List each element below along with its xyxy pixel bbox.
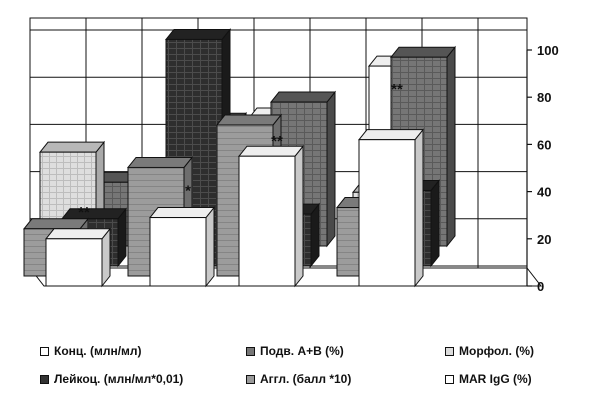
bar-top xyxy=(269,91,337,103)
y-tick-label: 60 xyxy=(537,137,551,152)
bar-top xyxy=(44,228,112,240)
bar-top xyxy=(126,156,194,168)
bar-top xyxy=(148,207,216,219)
bar xyxy=(238,155,296,287)
bar-side xyxy=(294,144,304,288)
y-tick-label: 20 xyxy=(537,232,551,247)
bar-top xyxy=(357,129,425,141)
bar-side xyxy=(446,45,456,248)
y-tick-label: 80 xyxy=(537,90,551,105)
bar-side xyxy=(326,90,336,248)
y-tick-label: 0 xyxy=(537,279,544,294)
bar-side xyxy=(414,128,424,288)
y-tick-label: 100 xyxy=(537,43,559,58)
bar-top xyxy=(164,28,232,40)
bar-side xyxy=(430,179,440,268)
significance-marker: ** xyxy=(391,81,403,98)
significance-marker: * xyxy=(185,183,191,200)
bar xyxy=(149,217,207,287)
y-tick-label: 40 xyxy=(537,185,551,200)
bar xyxy=(45,238,103,287)
bar-top xyxy=(389,46,457,58)
bar-top xyxy=(215,114,283,126)
bar-side xyxy=(205,206,215,288)
bar-top xyxy=(60,208,128,220)
significance-marker: ** xyxy=(78,204,90,221)
bar-top xyxy=(38,141,106,153)
significance-marker: ** xyxy=(271,133,283,150)
bar xyxy=(358,139,416,287)
